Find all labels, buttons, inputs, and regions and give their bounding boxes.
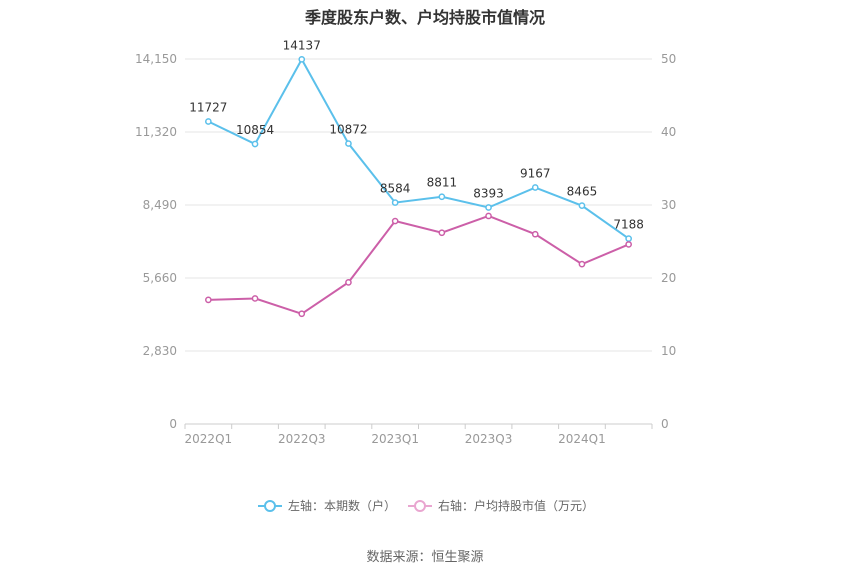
series-line xyxy=(207,57,630,240)
right-axis: 0 10 20 30 40 50 xyxy=(661,52,676,431)
data-point xyxy=(391,199,399,206)
data-point xyxy=(205,296,212,304)
data-point xyxy=(298,310,306,318)
data-point xyxy=(251,140,259,148)
x-axis-tick-label: 2023Q3 xyxy=(465,432,513,446)
legend-label: 右轴：户均持股市值（万元） xyxy=(438,498,594,513)
data-label: 9167 xyxy=(520,167,551,181)
right-axis-tick-label: 50 xyxy=(661,52,676,66)
right-axis-tick-label: 10 xyxy=(661,344,676,358)
data-point xyxy=(531,230,539,238)
left-axis-tick-label: 14,150 xyxy=(135,52,177,66)
data-point xyxy=(625,235,633,242)
legend-item[interactable]: 左轴：本期数（户） xyxy=(258,498,396,513)
chart-title: 季度股东户数、户均持股市值情况 xyxy=(304,8,545,27)
x-axis-tick-label: 2022Q3 xyxy=(278,432,326,446)
data-label: 14137 xyxy=(283,38,321,52)
series-avg-market-value xyxy=(205,212,633,318)
data-point xyxy=(391,217,399,225)
left-axis: 0 2,830 5,660 8,490 11,320 14,150 xyxy=(135,52,177,431)
data-source: 数据来源：恒生聚源 xyxy=(366,550,484,565)
data-label: 7188 xyxy=(613,218,644,232)
data-label: 8584 xyxy=(380,182,411,196)
legend[interactable]: 左轴：本期数（户） 右轴：户均持股市值（万元） xyxy=(258,498,594,513)
legend-marker-icon xyxy=(414,500,426,512)
data-point xyxy=(625,241,633,248)
data-label: 8393 xyxy=(473,187,504,201)
grid-lines xyxy=(185,58,652,425)
data-label: 10872 xyxy=(329,123,367,137)
data-point xyxy=(438,229,446,237)
series-line xyxy=(208,214,630,315)
data-label: 8811 xyxy=(427,176,458,190)
data-point xyxy=(298,55,306,63)
data-point xyxy=(485,204,492,211)
data-label: 11727 xyxy=(189,101,227,115)
left-axis-tick-label: 11,320 xyxy=(135,125,177,139)
legend-label: 左轴：本期数（户） xyxy=(288,498,396,513)
data-point xyxy=(205,118,212,125)
series-shareholders: 11727 10854 14137 10872 8584 8811 8393 9167 8465… xyxy=(189,38,644,242)
x-axis-tick-label: 2022Q1 xyxy=(185,432,233,446)
data-point xyxy=(345,140,352,147)
x-axis-tick-label: 2024Q1 xyxy=(558,432,606,446)
legend-marker-icon xyxy=(264,500,276,512)
right-axis-tick-label: 30 xyxy=(661,198,676,212)
data-point xyxy=(531,184,539,191)
left-axis-tick-label: 5,660 xyxy=(143,271,177,285)
x-axis: 2022Q1 2022Q3 2023Q1 2023Q3 2024Q1 xyxy=(184,424,653,446)
data-label: 8465 xyxy=(567,185,598,199)
data-point xyxy=(438,193,446,201)
left-axis-tick-label: 0 xyxy=(169,417,177,431)
data-point xyxy=(345,279,352,286)
legend-item[interactable]: 右轴：户均持股市值（万元） xyxy=(408,498,594,513)
data-point xyxy=(485,212,492,220)
data-point xyxy=(578,260,586,268)
series-layer: 11727 10854 14137 10872 8584 8811 8393 9167 8465… xyxy=(189,38,644,318)
right-axis-tick-label: 40 xyxy=(661,125,676,139)
right-axis-tick-label: 0 xyxy=(661,417,669,431)
data-point xyxy=(578,202,586,209)
left-axis-tick-label: 2,830 xyxy=(143,344,177,358)
x-axis-tick-label: 2023Q1 xyxy=(371,432,419,446)
right-axis-tick-label: 20 xyxy=(661,271,676,285)
left-axis-tick-label: 8,490 xyxy=(143,198,177,212)
data-point xyxy=(251,295,259,302)
data-label: 10854 xyxy=(236,123,274,137)
